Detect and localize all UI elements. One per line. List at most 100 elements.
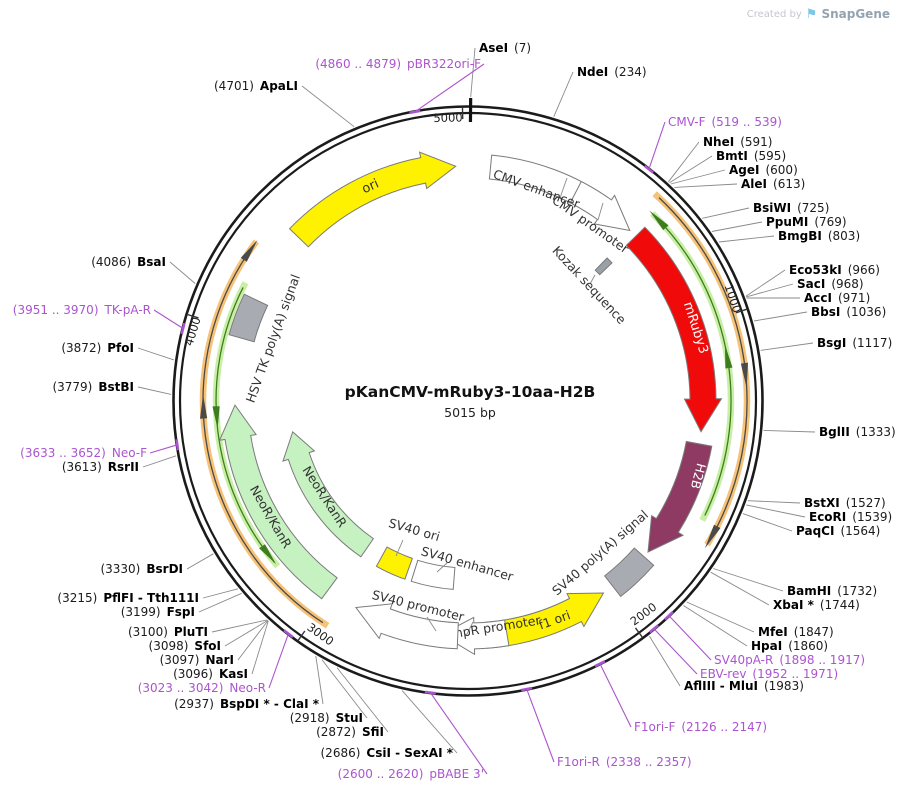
enzyme-saci[interactable]: SacI (968) [746, 277, 864, 298]
enzyme-eco53ki[interactable]: Eco53kI (966) [745, 263, 880, 297]
enzyme-fspi[interactable]: (3199) FspI [121, 592, 242, 619]
primer-sv40pa-r[interactable]: SV40pA-R (1898 .. 1917) [664, 610, 865, 667]
primer-pbr322ori-f[interactable]: (4860 .. 4879) pBR322ori-F [315, 57, 485, 115]
enzyme-label[interactable]: (3100) PluTI [128, 625, 208, 639]
enzyme-label[interactable]: NdeI (234) [577, 65, 647, 79]
enzyme-bbsi[interactable]: BbsI (1036) [753, 305, 886, 322]
enzyme-bmti[interactable]: BmtI (595) [669, 149, 787, 184]
feature-h2b[interactable]: H2B [647, 440, 713, 553]
primer-label[interactable]: (3633 .. 3652) Neo-F [20, 446, 147, 460]
feature-sv40-promoter[interactable]: SV40 promoter [354, 587, 467, 650]
enzyme-label[interactable]: (4701) ApaLI [214, 79, 298, 93]
enzyme-bmgbi[interactable]: BmgBI (803) [718, 229, 860, 243]
enzyme-label[interactable]: BsgI (1117) [817, 336, 892, 350]
feature-ori-shape[interactable] [288, 151, 457, 248]
primer-label[interactable]: SV40pA-R (1898 .. 1917) [714, 653, 865, 667]
enzyme-label[interactable]: (4086) BsaI [91, 255, 166, 269]
enzyme-label[interactable]: AleI (613) [741, 177, 805, 191]
enzyme-agei[interactable]: AgeI (600) [670, 163, 798, 185]
enzyme-label[interactable]: BamHI (1732) [787, 584, 877, 598]
feature-sv40-enhancer-shape[interactable] [410, 559, 456, 590]
primer-tk-pa-r[interactable]: (3951 .. 3970) TK-pA-R [13, 303, 186, 335]
enzyme-paqci[interactable]: PaqCI (1564) [742, 513, 881, 538]
primer-label[interactable]: F1ori-F (2126 .. 2147) [634, 720, 767, 734]
feature-hsv-tk-polya-signal-shape[interactable] [228, 293, 269, 343]
enzyme-nari[interactable]: (3097) NarI [160, 620, 269, 667]
enzyme-label[interactable]: (2937) BspDI * - ClaI * [174, 697, 320, 711]
enzyme-apali[interactable]: (4701) ApaLI [214, 79, 355, 128]
enzyme-label[interactable]: NheI (591) [703, 135, 772, 149]
enzyme-xbai-[interactable]: XbaI * (1744) [710, 571, 860, 612]
enzyme-label[interactable]: EcoRI (1539) [809, 510, 892, 524]
enzyme-stui[interactable]: (2918) StuI [290, 659, 368, 725]
enzyme-acci[interactable]: AccI (971) [746, 291, 871, 305]
enzyme-label[interactable]: (2686) CsiI - SexAI * [321, 746, 454, 760]
enzyme-label[interactable]: BmgBI (803) [778, 229, 860, 243]
enzyme-sfoi[interactable]: (3098) SfoI [149, 620, 269, 653]
primer-label[interactable]: (4860 .. 4879) pBR322ori-F [315, 57, 481, 71]
feature-kozak-sequence-label-0[interactable]: Kozak sequence [549, 243, 629, 327]
primer-f1ori-f[interactable]: F1ori-F (2126 .. 2147) [594, 660, 767, 734]
primer-ebv-rev[interactable]: EBV-rev (1952 .. 1971) [648, 624, 838, 681]
enzyme-ecori[interactable]: EcoRI (1539) [746, 504, 892, 524]
primer-label[interactable]: F1ori-R (2338 .. 2357) [557, 755, 692, 769]
primer-f1ori-r[interactable]: F1ori-R (2338 .. 2357) [521, 686, 692, 769]
enzyme-mfei[interactable]: MfeI (1847) [686, 601, 834, 639]
enzyme-label[interactable]: AflIII - MluI (1983) [684, 679, 804, 693]
primer-label[interactable]: (2600 .. 2620) pBABE 3' [338, 767, 484, 781]
feature-f1-ori[interactable]: f1 ori [484, 592, 605, 649]
enzyme-pflfi-tth111i[interactable]: (3215) PflFI - Tth111I [57, 588, 239, 605]
primer-neo-r[interactable]: (3023 .. 3042) Neo-R [138, 629, 294, 695]
enzyme-alei[interactable]: AleI (613) [674, 177, 805, 191]
enzyme-csii-sexai-[interactable]: (2686) CsiI - SexAI * [321, 690, 458, 760]
enzyme-bamhi[interactable]: BamHI (1732) [713, 568, 877, 599]
enzyme-label[interactable]: (3613) RsrII [62, 460, 139, 474]
enzyme-label[interactable]: BbsI (1036) [811, 305, 886, 319]
feature-f1-ori-shape[interactable] [484, 592, 605, 649]
enzyme-bsrdi[interactable]: (3330) BsrDI [100, 553, 214, 576]
enzyme-label[interactable]: BstXI (1527) [804, 496, 886, 510]
feature-sv40-polya-signal[interactable]: SV40 poly(A) signal [549, 507, 655, 598]
enzyme-bglii[interactable]: BglII (1333) [763, 425, 896, 439]
enzyme-label[interactable]: BglII (1333) [819, 425, 896, 439]
enzyme-label[interactable]: (3098) SfoI [149, 639, 221, 653]
enzyme-label[interactable]: (2872) SfiI [316, 725, 384, 739]
feature-neor-kanr-inner-shape[interactable] [282, 431, 375, 558]
feature-ori-label-0[interactable]: ori [360, 177, 382, 198]
enzyme-label[interactable]: (3199) FspI [121, 605, 195, 619]
enzyme-label[interactable]: XbaI * (1744) [773, 598, 860, 612]
enzyme-label[interactable]: PaqCI (1564) [796, 524, 880, 538]
enzyme-bsiwi[interactable]: BsiWI (725) [702, 201, 829, 219]
enzyme-label[interactable]: (3779) BstBI [52, 380, 134, 394]
enzyme-label[interactable]: Eco53kI (966) [789, 263, 880, 277]
feature-sv40-ori-shape[interactable] [375, 546, 413, 580]
enzyme-bstbi[interactable]: (3779) BstBI [52, 380, 172, 395]
feature-h2b-shape[interactable] [647, 440, 713, 553]
enzyme-label[interactable]: (3097) NarI [160, 653, 234, 667]
enzyme-ndei[interactable]: NdeI (234) [553, 65, 647, 117]
enzyme-hpai[interactable]: HpaI (1860) [683, 605, 828, 654]
enzyme-bstxi[interactable]: BstXI (1527) [747, 496, 886, 510]
primer-pbabe-3-[interactable]: (2600 .. 2620) pBABE 3' [338, 690, 488, 781]
enzyme-rsrii[interactable]: (3613) RsrII [62, 455, 177, 474]
enzyme-label[interactable]: (3215) PflFI - Tth111I [57, 591, 199, 605]
primer-label[interactable]: CMV-F (519 .. 539) [668, 115, 782, 129]
enzyme-label[interactable]: (2918) StuI [290, 711, 363, 725]
feature-kozak-sequence[interactable]: Kozak sequence [549, 243, 629, 327]
feature-mruby3-shape[interactable] [625, 226, 723, 433]
feature-sv40-polya-signal-shape[interactable] [603, 547, 655, 598]
enzyme-bspdi-clai-[interactable]: (2937) BspDI * - ClaI * [174, 655, 324, 711]
enzyme-ppumi[interactable]: PpuMI (769) [711, 215, 847, 232]
enzyme-asei[interactable]: AseI (7) [468, 41, 531, 123]
feature-sv40-ori-label-0[interactable]: SV40 ori [387, 515, 442, 544]
feature-sv40-promoter-shape[interactable] [354, 603, 459, 650]
feature-cmv-enhancer-promoter-shape[interactable] [488, 154, 631, 232]
primer-label[interactable]: (3951 .. 3970) TK-pA-R [13, 303, 151, 317]
enzyme-pfoi[interactable]: (3872) PfoI [61, 341, 175, 361]
enzyme-nhei[interactable]: NheI (591) [668, 135, 772, 183]
enzyme-label[interactable]: PpuMI (769) [766, 215, 847, 229]
enzyme-label[interactable]: (3872) PfoI [61, 341, 134, 355]
primer-label[interactable]: (3023 .. 3042) Neo-R [138, 681, 266, 695]
feature-h2b-label-0[interactable]: H2B [688, 462, 709, 491]
